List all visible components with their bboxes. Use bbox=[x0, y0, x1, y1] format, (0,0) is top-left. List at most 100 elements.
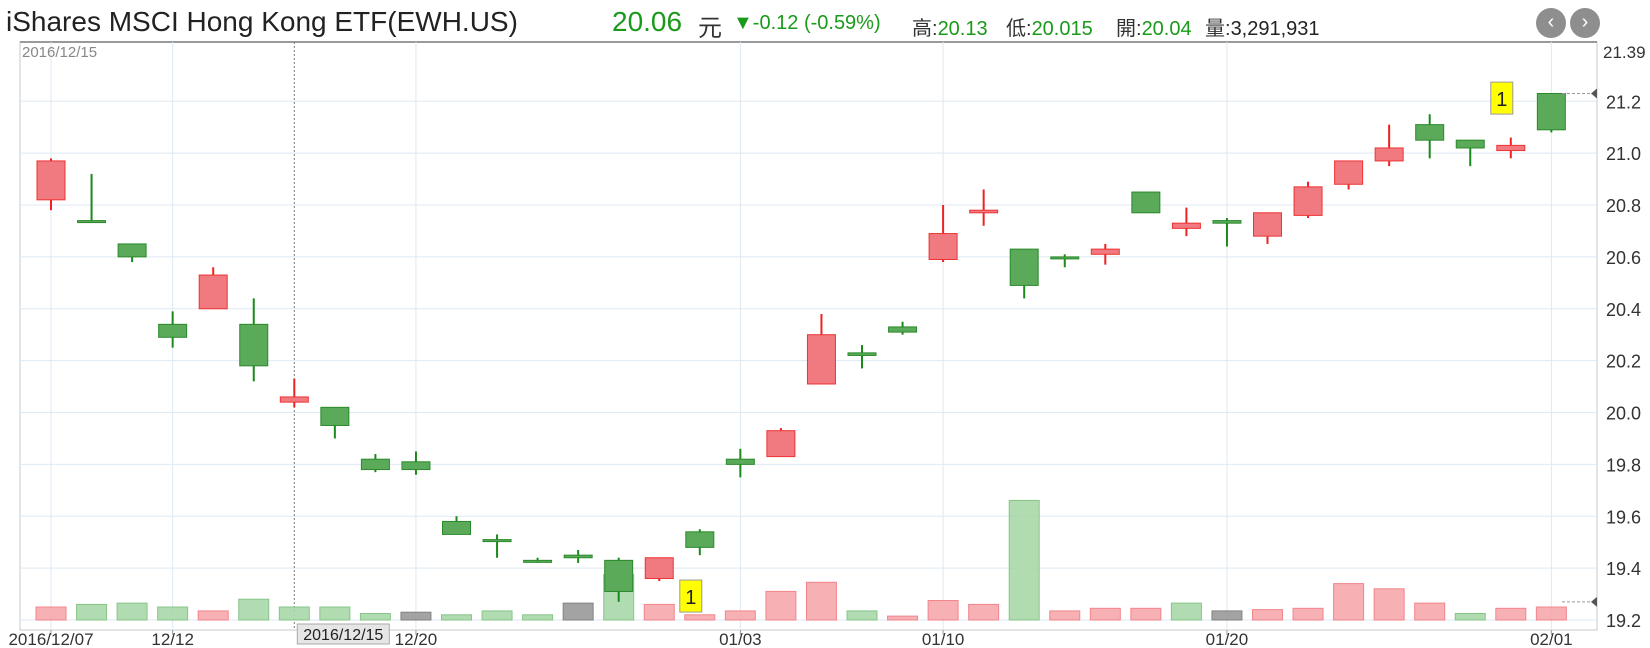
volume-bar bbox=[522, 614, 554, 621]
volume-bar bbox=[197, 610, 229, 621]
candle-body bbox=[1334, 160, 1364, 185]
candle-body bbox=[725, 458, 755, 465]
candle-body bbox=[1496, 144, 1526, 152]
candle-body bbox=[401, 461, 431, 471]
y-tick-label: 21.0 bbox=[1606, 144, 1641, 164]
volume-bar bbox=[765, 590, 797, 621]
volume-bar bbox=[319, 606, 351, 621]
candle-body bbox=[1455, 139, 1485, 149]
chevron-left-icon[interactable]: ‹ bbox=[1536, 8, 1566, 38]
candle-body bbox=[320, 406, 350, 426]
y-tick-label: 20.0 bbox=[1606, 404, 1641, 424]
candle-body bbox=[1415, 124, 1445, 141]
volume-bar bbox=[1535, 606, 1567, 621]
security-title: iShares MSCI Hong Kong ETF(EWH.US) bbox=[6, 6, 518, 37]
y-tick-label: 19.4 bbox=[1606, 559, 1641, 579]
open-value: 20.04 bbox=[1141, 18, 1192, 40]
y-tick-label: 20.6 bbox=[1606, 248, 1641, 268]
low-stat: 低:20.015 bbox=[1006, 12, 1093, 41]
candle-body bbox=[888, 326, 918, 333]
y-tick-label: 21.2 bbox=[1606, 92, 1641, 112]
high-stat: 高:20.13 bbox=[912, 12, 988, 41]
candle-body bbox=[1090, 248, 1120, 255]
candle-body bbox=[523, 559, 553, 563]
volume-bar bbox=[1495, 607, 1527, 621]
candle-body bbox=[604, 559, 634, 592]
volume-bar bbox=[1252, 609, 1283, 621]
volume-bar bbox=[805, 581, 837, 621]
volume-bar bbox=[441, 614, 472, 621]
y-tick-label: 19.8 bbox=[1606, 455, 1641, 475]
volume-bar bbox=[1130, 607, 1162, 621]
candle-body bbox=[1131, 191, 1161, 214]
candle-body bbox=[685, 531, 715, 548]
event-marker-label: 1 bbox=[685, 587, 696, 609]
candle-body bbox=[1171, 222, 1201, 229]
open-stat: 開:20.04 bbox=[1116, 12, 1192, 41]
candle-body bbox=[36, 160, 66, 201]
volume-bar bbox=[1333, 583, 1365, 621]
volume-bar bbox=[1008, 499, 1040, 621]
chevron-right-icon[interactable]: › bbox=[1570, 8, 1600, 38]
volume-bar bbox=[1292, 607, 1324, 621]
volume-bar bbox=[1454, 613, 1486, 621]
x-tick-label: 02/01 bbox=[1530, 630, 1573, 648]
volume-bar bbox=[1414, 602, 1446, 621]
price-change: ▼-0.12 (-0.59%) bbox=[733, 12, 881, 34]
candle-body bbox=[969, 209, 999, 214]
x-tick-label: 12/12 bbox=[151, 630, 194, 648]
event-marker bbox=[1490, 81, 1514, 115]
y-tick-label: 20.2 bbox=[1606, 352, 1641, 372]
candle-body bbox=[279, 396, 309, 403]
y-tick-label: 20.4 bbox=[1606, 300, 1641, 320]
candle-body bbox=[158, 323, 188, 338]
volume-bar bbox=[76, 603, 108, 621]
corner-date-label: 2016/12/15 bbox=[22, 44, 97, 61]
base-arrow bbox=[1591, 596, 1597, 607]
volume-bar bbox=[684, 614, 716, 621]
low-value: 20.015 bbox=[1031, 18, 1093, 40]
volume-bar bbox=[1211, 610, 1243, 621]
x-tick-label: 01/03 bbox=[719, 630, 762, 648]
low-label: 低: bbox=[1006, 18, 1032, 40]
volume-bar bbox=[35, 606, 67, 621]
candle-body bbox=[1009, 248, 1039, 286]
event-marker bbox=[679, 579, 703, 613]
candle-body bbox=[563, 554, 593, 559]
last-price: 20.06 bbox=[612, 6, 683, 37]
volume-bar bbox=[481, 610, 513, 621]
volume-bar bbox=[562, 602, 594, 621]
candle-body bbox=[198, 274, 228, 310]
x-tick-label: 12/20 bbox=[395, 630, 438, 648]
crosshair-date-label: 2016/12/15 bbox=[303, 627, 383, 644]
volume-bar bbox=[643, 603, 675, 621]
candle-body bbox=[1536, 92, 1566, 131]
volume-bar bbox=[1089, 607, 1121, 621]
candle-body bbox=[1374, 147, 1404, 162]
candle-body bbox=[766, 430, 796, 458]
volume-bar bbox=[359, 613, 391, 621]
volume-bar bbox=[887, 615, 919, 621]
crosshair-date-box bbox=[296, 623, 390, 645]
x-tick-label: 01/20 bbox=[1206, 630, 1249, 648]
currency-unit: 元 bbox=[698, 15, 722, 42]
candle-body bbox=[442, 520, 471, 535]
last-price-arrow bbox=[1591, 88, 1597, 99]
volume-bar bbox=[968, 603, 1000, 621]
volume-value: 3,291,931 bbox=[1230, 18, 1320, 40]
candle-body bbox=[239, 323, 269, 367]
candle-body bbox=[644, 557, 674, 580]
volume-stat: 量:3,291,931 bbox=[1205, 12, 1320, 41]
y-max-label: 21.39 bbox=[1603, 43, 1646, 62]
y-tick-label: 19.6 bbox=[1606, 507, 1641, 527]
volume-bar bbox=[278, 606, 310, 621]
volume-bar bbox=[724, 610, 756, 621]
volume-bar bbox=[400, 611, 432, 621]
candle-body bbox=[1293, 186, 1323, 216]
candle-body bbox=[928, 233, 958, 260]
open-label: 開: bbox=[1116, 18, 1142, 40]
candle-body bbox=[1050, 256, 1080, 260]
candle-body bbox=[1212, 220, 1242, 224]
x-tick-label: 01/10 bbox=[922, 630, 965, 648]
